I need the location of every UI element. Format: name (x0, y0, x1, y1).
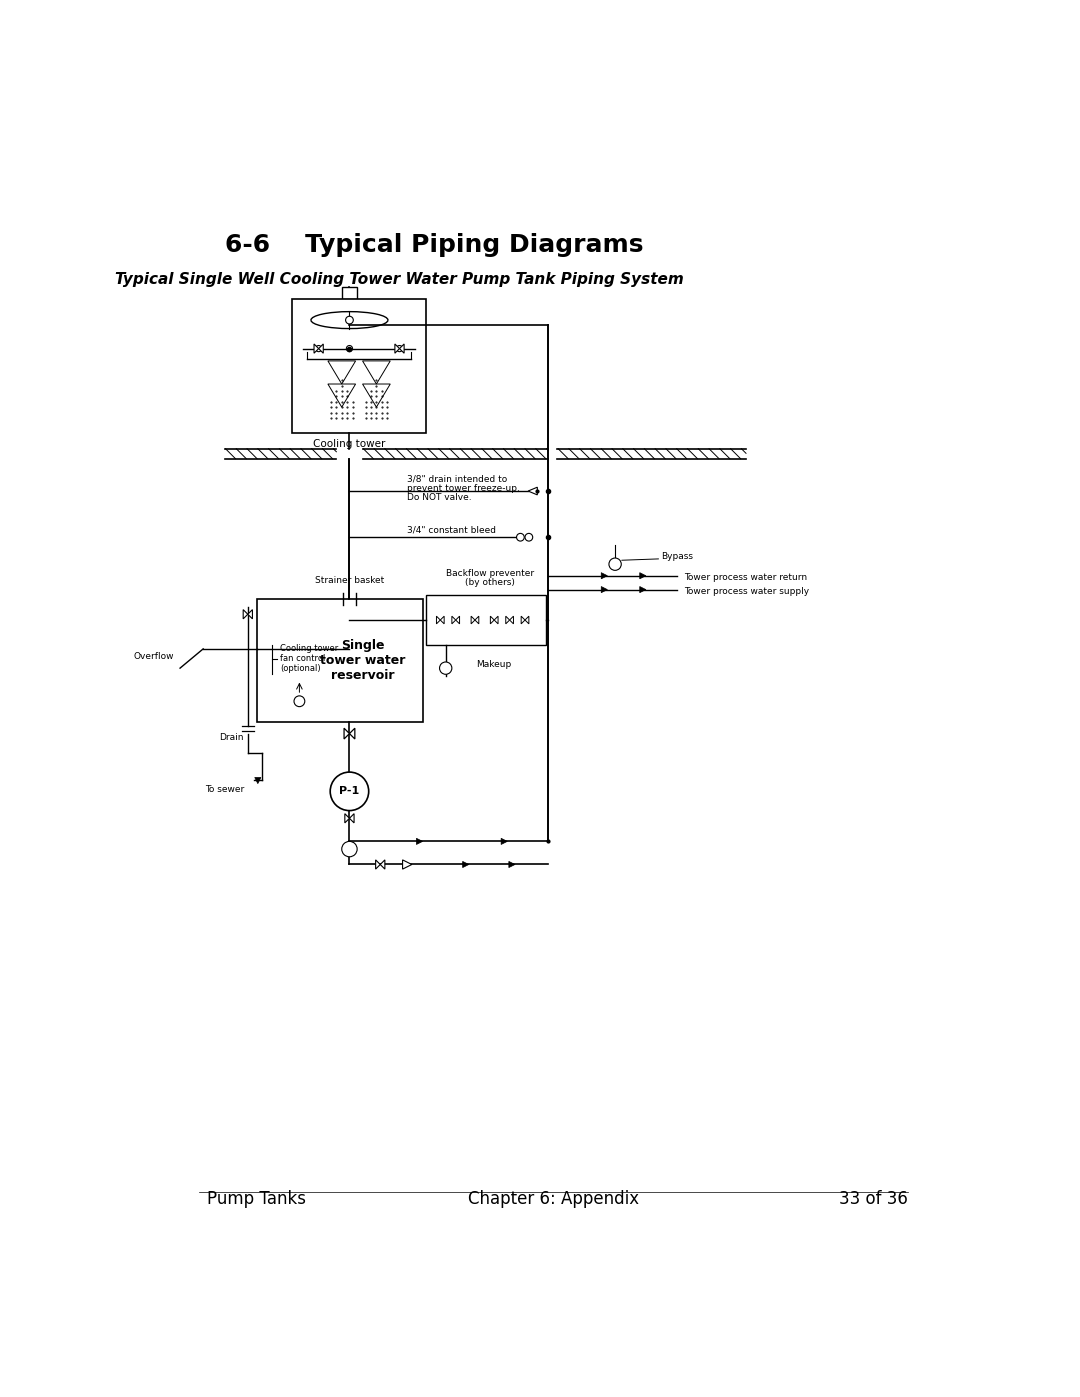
Polygon shape (456, 616, 460, 624)
Text: Chapter 6: Appendix: Chapter 6: Appendix (468, 1190, 639, 1208)
Circle shape (516, 534, 524, 541)
Circle shape (525, 534, 532, 541)
Bar (257, 599, 422, 722)
Polygon shape (255, 778, 261, 784)
Polygon shape (350, 728, 355, 739)
Polygon shape (509, 862, 515, 868)
Text: prevent tower freeze-up.: prevent tower freeze-up. (407, 483, 521, 493)
Polygon shape (522, 616, 525, 624)
Text: Overflow: Overflow (134, 652, 174, 661)
Polygon shape (639, 573, 646, 578)
Text: Single: Single (341, 638, 384, 651)
Polygon shape (441, 616, 444, 624)
Polygon shape (436, 616, 441, 624)
Polygon shape (501, 838, 508, 844)
Polygon shape (451, 616, 456, 624)
Polygon shape (495, 616, 498, 624)
Circle shape (346, 316, 353, 324)
Text: reservoir: reservoir (332, 669, 394, 682)
Text: Strainer basket: Strainer basket (315, 576, 384, 585)
Text: 3/4" constant bleed: 3/4" constant bleed (407, 525, 496, 534)
Polygon shape (400, 344, 404, 353)
Polygon shape (525, 616, 529, 624)
Text: (by others): (by others) (465, 578, 515, 587)
Polygon shape (350, 813, 354, 823)
Text: Do NOT valve.: Do NOT valve. (407, 493, 472, 502)
Polygon shape (639, 587, 646, 592)
Text: Bypass: Bypass (661, 552, 693, 562)
Polygon shape (528, 488, 538, 495)
Polygon shape (510, 616, 513, 624)
Bar (341, 286, 357, 299)
Circle shape (330, 773, 368, 810)
Text: (optional): (optional) (280, 665, 321, 673)
Text: 6-6    Typical Piping Diagrams: 6-6 Typical Piping Diagrams (225, 233, 644, 257)
Text: Drain: Drain (219, 733, 244, 742)
Circle shape (440, 662, 451, 675)
Polygon shape (243, 609, 247, 619)
Circle shape (347, 345, 352, 352)
Polygon shape (395, 344, 400, 353)
Text: Pump Tanks: Pump Tanks (207, 1190, 306, 1208)
Text: fan control: fan control (280, 654, 325, 664)
Polygon shape (462, 862, 469, 868)
Text: To sewer: To sewer (205, 785, 244, 795)
Text: 3/8" drain intended to: 3/8" drain intended to (407, 475, 508, 483)
Circle shape (315, 345, 322, 352)
Text: P-1: P-1 (339, 787, 360, 796)
Bar (427, 595, 545, 645)
Circle shape (294, 696, 305, 707)
Text: Backflow preventer: Backflow preventer (446, 569, 534, 578)
Polygon shape (471, 616, 475, 624)
Bar (292, 299, 427, 433)
Text: tower water: tower water (321, 654, 406, 666)
Text: Tower process water supply: Tower process water supply (685, 587, 810, 595)
Text: Cooling tower: Cooling tower (280, 644, 338, 654)
Polygon shape (417, 838, 422, 844)
Text: Typical Single Well Cooling Tower Water Pump Tank Piping System: Typical Single Well Cooling Tower Water … (116, 272, 684, 286)
Circle shape (341, 841, 357, 856)
Text: Cooling tower: Cooling tower (313, 439, 386, 448)
Polygon shape (490, 616, 495, 624)
Polygon shape (345, 728, 350, 739)
Text: Tower process water return: Tower process water return (685, 573, 808, 581)
Polygon shape (403, 861, 411, 869)
Circle shape (609, 557, 621, 570)
Polygon shape (475, 616, 478, 624)
Polygon shape (505, 616, 510, 624)
Polygon shape (314, 344, 319, 353)
Text: 33 of 36: 33 of 36 (839, 1190, 907, 1208)
Polygon shape (602, 573, 607, 578)
Polygon shape (345, 813, 350, 823)
Polygon shape (380, 861, 384, 869)
Polygon shape (602, 587, 607, 592)
Text: Makeup: Makeup (476, 659, 512, 669)
Polygon shape (376, 861, 380, 869)
Polygon shape (247, 609, 253, 619)
Polygon shape (319, 344, 323, 353)
Circle shape (396, 345, 403, 352)
